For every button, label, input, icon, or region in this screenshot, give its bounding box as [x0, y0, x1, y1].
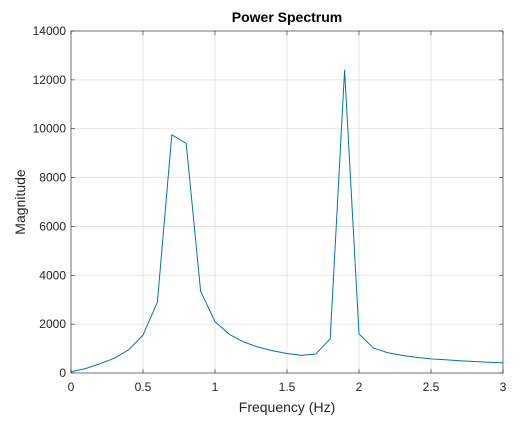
y-tick-label: 0 [59, 366, 66, 380]
chart-title: Power Spectrum [232, 9, 342, 25]
tick-labels: 0 0.5 1 1.5 2 2.5 3 0 2000 4000 6000 8000 10000 12000… [33, 24, 507, 394]
y-tick-label: 14000 [33, 24, 67, 38]
series-line [70, 69, 504, 373]
y-axis-title: Magnitude [12, 169, 28, 235]
x-tick-label: 0.5 [135, 380, 152, 394]
x-tick-label: 1 [212, 380, 219, 394]
y-tick-label: 6000 [39, 219, 66, 233]
y-tick-label: 4000 [39, 268, 66, 282]
y-tick-label: 12000 [33, 73, 67, 87]
y-tick-label: 2000 [39, 317, 66, 331]
x-tick-label: 0 [68, 380, 75, 394]
y-tick-label: 10000 [33, 122, 67, 136]
ticks [70, 30, 504, 374]
series-layer [70, 69, 504, 373]
x-tick-label: 2 [356, 380, 363, 394]
x-axis-title: Frequency (Hz) [239, 399, 335, 415]
y-tick-label: 8000 [39, 171, 66, 185]
x-tick-label: 2.5 [423, 380, 440, 394]
x-tick-label: 1.5 [279, 380, 296, 394]
x-tick-label: 3 [500, 380, 507, 394]
